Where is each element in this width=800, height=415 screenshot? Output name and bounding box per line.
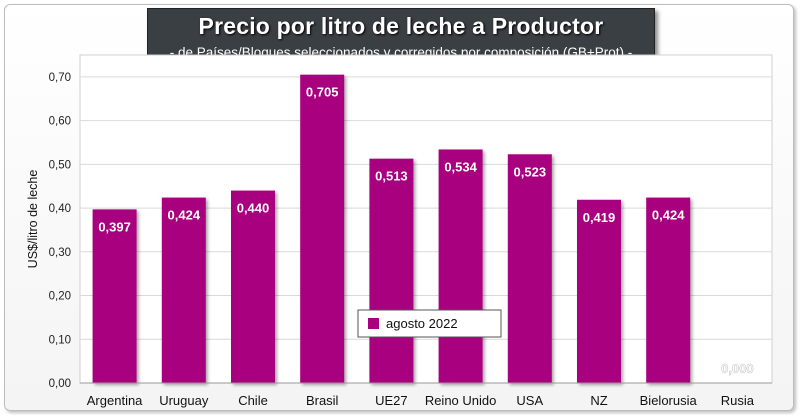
data-label: 0,424	[168, 208, 201, 223]
y-tick-label: 0,20	[49, 291, 71, 303]
legend: agosto 2022	[357, 309, 502, 338]
bars	[92, 74, 691, 384]
y-tick-label: 0,60	[49, 116, 71, 128]
x-tick-label: Chile	[238, 393, 268, 408]
bar-ue27	[369, 158, 414, 383]
x-tick-label: NZ	[590, 393, 607, 408]
data-label: 0,440	[237, 201, 270, 216]
y-axis-ticks: 0,00 0,10 0,20 0,30 0,40 0,50 0,60 0,70	[49, 72, 71, 390]
x-tick-label: Reino Unido	[425, 393, 497, 408]
y-axis-label: US$/litro de leche	[26, 170, 40, 269]
x-tick-label: USA	[516, 393, 543, 408]
data-label: 0,513	[375, 169, 408, 184]
data-label: 0,397	[98, 219, 131, 234]
data-label: 0,419	[583, 210, 616, 225]
x-tick-label: Bielorusia	[640, 393, 698, 408]
chart-title: Precio por litro de leche a Productor	[198, 13, 604, 39]
bar-usa	[507, 154, 552, 383]
bar-chile	[231, 190, 275, 383]
x-axis-categories: Argentina Uruguay Chile Brasil UE27 Reino Uni…	[87, 393, 755, 408]
y-tick-label: 0,50	[49, 159, 71, 171]
x-tick-label: Uruguay	[159, 393, 209, 408]
x-tick-label: UE27	[375, 393, 408, 408]
x-tick-label: Rusia	[721, 393, 755, 408]
data-label: 0,424	[652, 208, 685, 223]
legend-swatch	[368, 318, 379, 329]
y-tick-label: 0,40	[49, 203, 71, 215]
x-tick-label: Brasil	[306, 393, 339, 408]
bar-brasil	[300, 74, 345, 384]
bar-reino-unido	[438, 149, 483, 383]
legend-entry: agosto 2022	[386, 316, 458, 331]
data-label: 0,705	[306, 85, 339, 100]
legend-box	[357, 309, 502, 338]
y-tick-label: 0,70	[49, 72, 71, 84]
bar-nz	[577, 199, 621, 383]
bar-argentina	[92, 209, 137, 383]
x-tick-label: Argentina	[87, 393, 143, 408]
data-label: 0,000	[721, 361, 754, 376]
bar-bielorusia	[646, 197, 691, 383]
y-tick-label: 0,00	[49, 378, 71, 390]
bar-uruguay	[161, 197, 206, 383]
y-tick-label: 0,30	[49, 247, 71, 259]
data-label: 0,534	[444, 159, 477, 174]
data-label: 0,523	[514, 164, 547, 179]
y-tick-label: 0,10	[49, 334, 71, 346]
data-labels: 0,397 0,424 0,440 0,705 0,513 0,534 0,523 0,419…	[98, 85, 754, 377]
